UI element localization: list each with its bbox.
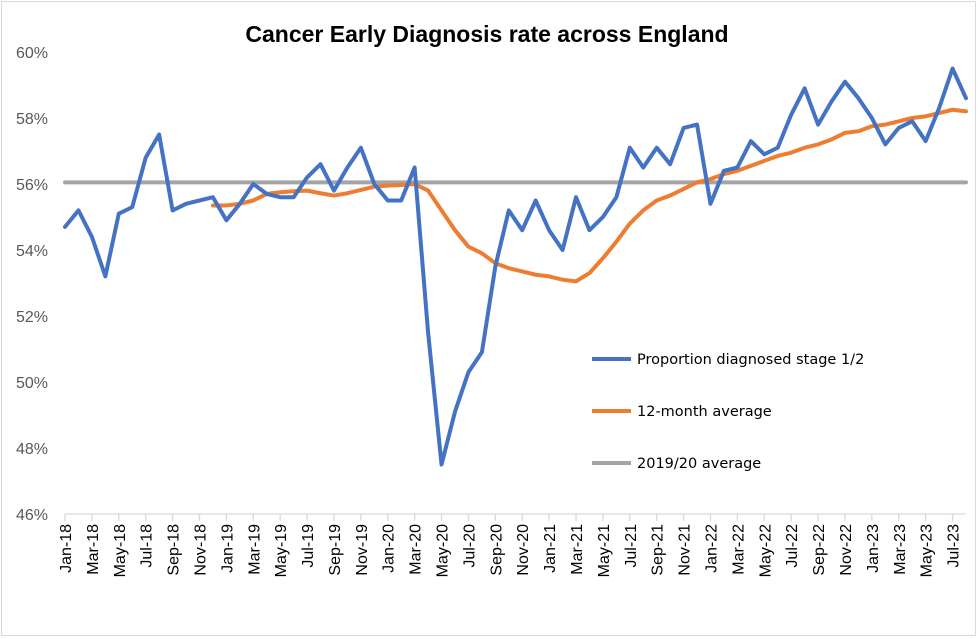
chart-title: Cancer Early Diagnosis rate across Engla… — [245, 21, 728, 47]
legend: Proportion diagnosed stage 1/2 12-month a… — [592, 352, 864, 472]
x-tick-label: Mar-18 — [85, 524, 102, 575]
x-axis: Jan-18 Mar-18 May-18 Jul-18 Sep-18 Nov-18 Jan-… — [58, 513, 966, 577]
y-tick-label: 54% — [16, 243, 48, 260]
x-tick-label: Jul-21 — [623, 524, 640, 568]
x-tick-label: May-20 — [435, 524, 452, 577]
x-tick-label: Mar-20 — [408, 524, 425, 575]
x-tick-label: Nov-18 — [192, 524, 209, 576]
x-tick-label: Nov-21 — [677, 524, 694, 576]
x-tick-label: Jan-20 — [381, 524, 398, 573]
x-tick-label: Jul-19 — [300, 524, 317, 568]
x-tick-label: Nov-22 — [838, 524, 855, 576]
y-axis: 46% 48% 50% 52% 54% 56% 58% 60% — [16, 45, 48, 524]
x-tick-label: May-22 — [757, 524, 774, 577]
x-tick-label: Jul-20 — [461, 524, 478, 568]
legend-label: 12-month average — [637, 404, 772, 420]
x-tick-label: Sep-21 — [650, 524, 667, 576]
series-line-12-month-average — [210, 107, 968, 284]
y-tick-label: 46% — [16, 507, 48, 524]
x-tick-label: Jul-22 — [784, 524, 801, 568]
x-tick-label: Mar-19 — [246, 524, 263, 575]
x-tick-label: Sep-20 — [488, 524, 505, 576]
y-tick-label: 60% — [16, 45, 48, 62]
x-tick-label: Mar-22 — [730, 524, 747, 575]
x-tick-label: Mar-23 — [892, 524, 909, 575]
x-tick-label: Sep-22 — [811, 524, 828, 576]
y-tick-label: 56% — [16, 177, 48, 194]
x-tick-label: Jan-22 — [703, 524, 720, 573]
x-tick-label: Jul-18 — [139, 524, 156, 568]
legend-label: Proportion diagnosed stage 1/2 — [637, 352, 864, 368]
x-tick-label: Jul-23 — [946, 524, 963, 568]
x-tick-label: Jan-21 — [542, 524, 559, 573]
legend-label: 2019/20 average — [637, 456, 761, 472]
x-tick-label: Jan-19 — [219, 524, 236, 573]
x-tick-label: Jan-18 — [58, 524, 75, 573]
x-tick-label: May-21 — [596, 524, 613, 577]
x-tick-label: Jan-23 — [865, 524, 882, 573]
y-tick-label: 58% — [16, 111, 48, 128]
series-line-proportion-diagnosed-stage-1-2 — [63, 66, 968, 467]
y-tick-label: 52% — [16, 309, 48, 326]
x-tick-label: Nov-19 — [354, 524, 371, 576]
x-tick-label: Nov-20 — [515, 524, 532, 576]
x-tick-label: May-18 — [112, 524, 129, 577]
y-tick-label: 48% — [16, 441, 48, 458]
series-layer — [63, 66, 968, 467]
x-tick-label: Mar-21 — [569, 524, 586, 575]
x-tick-label: May-23 — [919, 524, 936, 577]
x-tick-label: Sep-19 — [327, 524, 344, 576]
x-tick-label: Sep-18 — [166, 524, 183, 576]
y-tick-label: 50% — [16, 375, 48, 392]
x-tick-label: May-19 — [273, 524, 290, 577]
